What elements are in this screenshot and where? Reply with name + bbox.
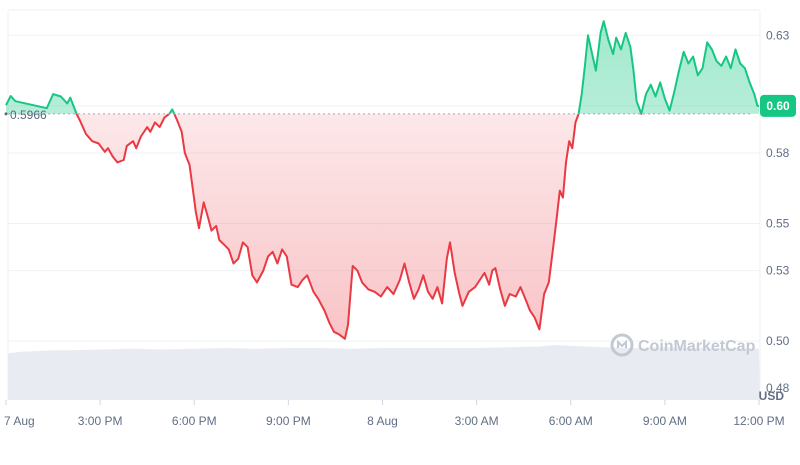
baseline-marker: 0.5966: [4, 108, 47, 122]
x-tick-label: 9:00 AM: [643, 414, 687, 428]
y-tick-label: 0.50: [766, 334, 790, 348]
x-tick-label: 7 Aug: [4, 414, 35, 428]
x-tick-label: 12:00 PM: [733, 414, 784, 428]
x-tick-label: 3:00 AM: [455, 414, 499, 428]
current-price-badge-bg: [760, 94, 796, 117]
current-price-badge: 0.60: [760, 94, 796, 117]
current-price-label: 0.60: [766, 99, 790, 113]
y-tick-label: 0.63: [766, 28, 790, 42]
y-tick-label: 0.58: [766, 146, 790, 160]
volume-layer: [8, 345, 760, 400]
area-layer: [6, 21, 759, 339]
baseline-dot: [4, 112, 8, 116]
volume-area: [8, 345, 760, 400]
above-baseline-area: [6, 21, 759, 114]
price-line-layer: [5, 20, 759, 340]
y-tick-label: 0.55: [766, 217, 790, 231]
price-line-down: [75, 113, 643, 340]
y-tick-label: 0.48: [766, 381, 790, 395]
y-axis: 0.63 0.58 0.55 0.53 0.50 0.48: [766, 28, 790, 395]
baseline-label: 0.5966: [10, 108, 47, 122]
coinmarketcap-watermark: CoinMarketCap: [610, 333, 756, 357]
below-baseline-area: [6, 113, 759, 339]
price-line-up: [5, 20, 759, 114]
y-tick-label: 0.53: [766, 264, 790, 278]
coinmarketcap-logo-icon: [610, 333, 634, 357]
x-tick-label: 3:00 PM: [78, 414, 123, 428]
x-tick-label: 6:00 PM: [172, 414, 217, 428]
x-tick-label: 8 Aug: [367, 414, 398, 428]
currency-label: USD: [759, 389, 785, 403]
coinmarketcap-logo-mark: [617, 339, 627, 348]
x-axis: 7 Aug 3:00 PM 6:00 PM 9:00 PM 8 Aug 3:00 AM 6:…: [4, 400, 785, 428]
x-tick-label: 6:00 AM: [549, 414, 593, 428]
watermark-text: CoinMarketCap: [638, 338, 756, 355]
x-tick-label: 9:00 PM: [266, 414, 311, 428]
